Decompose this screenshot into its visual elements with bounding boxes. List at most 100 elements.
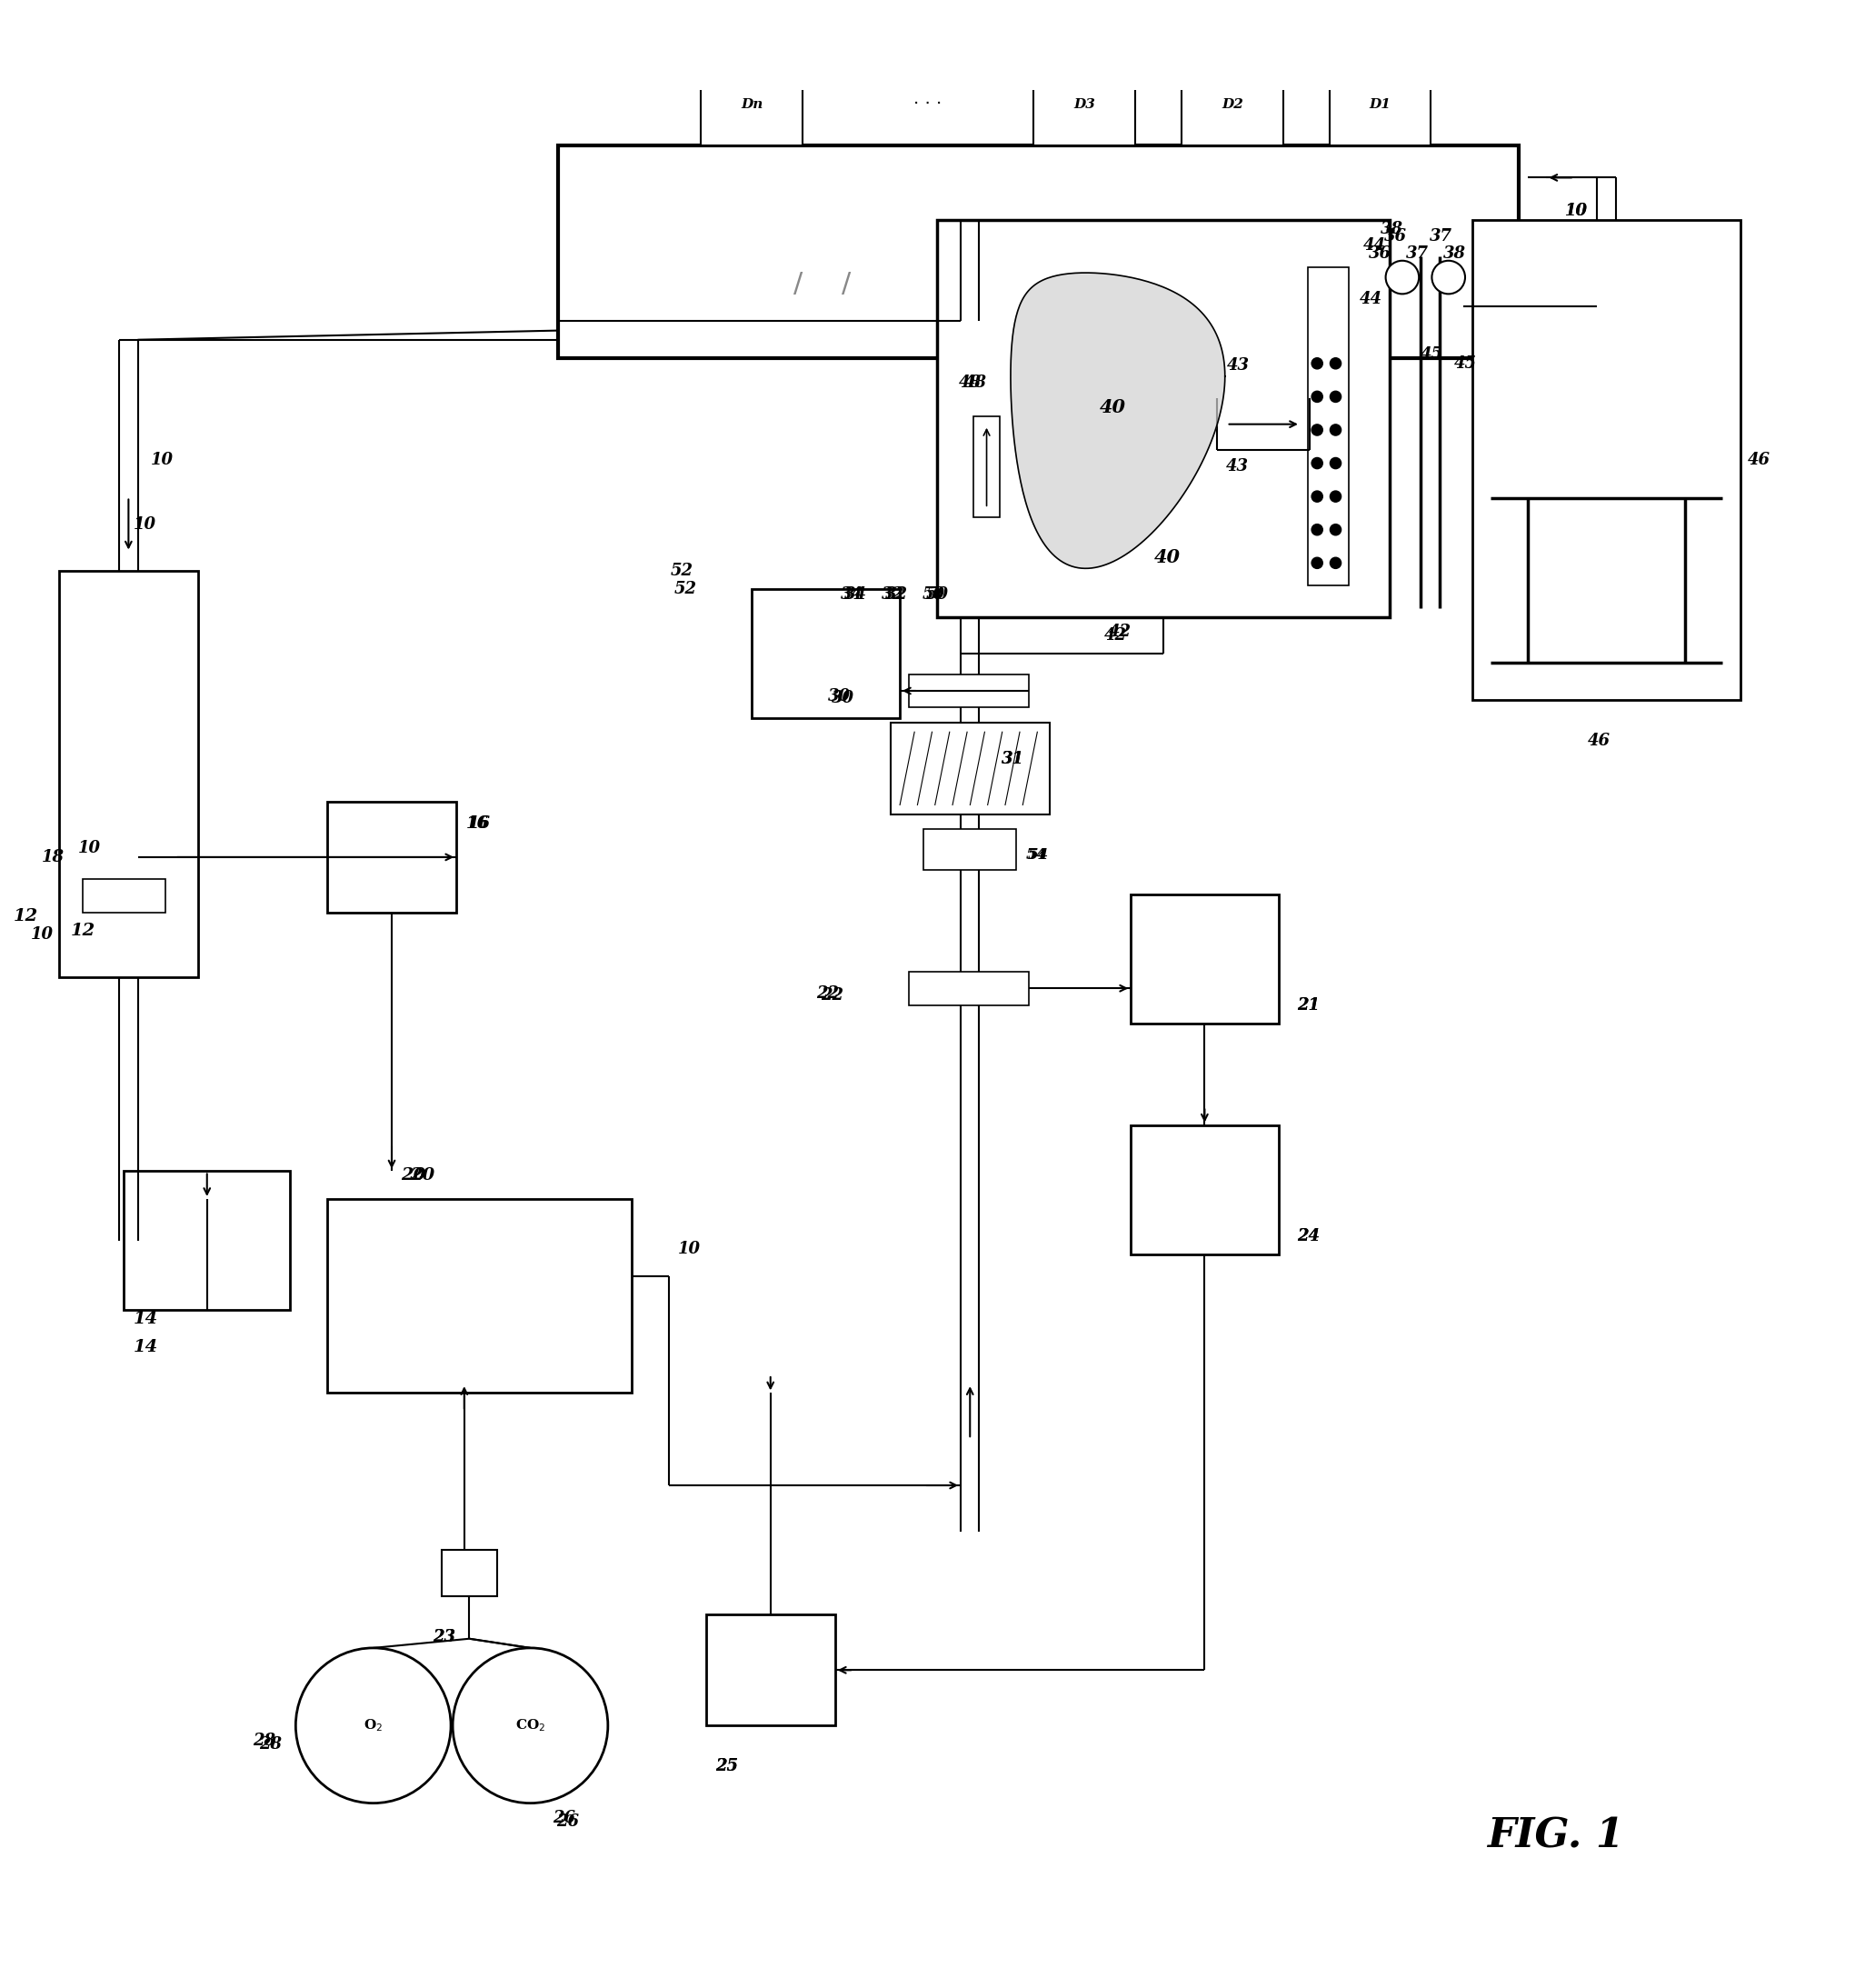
Text: FIG. 1: FIG. 1	[1488, 1817, 1625, 1857]
Text: 18: 18	[41, 849, 65, 865]
Text: 16: 16	[467, 815, 490, 833]
Text: 12: 12	[70, 922, 95, 938]
Text: CO$_2$: CO$_2$	[516, 1718, 545, 1734]
Bar	[1330, 62, 1430, 145]
Text: Dn: Dn	[740, 97, 762, 111]
Text: 38: 38	[1380, 221, 1402, 237]
Text: D2: D2	[1221, 97, 1243, 111]
Text: 24: 24	[1297, 1229, 1319, 1244]
Text: 54: 54	[1026, 847, 1046, 863]
Text: 25: 25	[714, 1757, 738, 1775]
Text: 31: 31	[1002, 751, 1024, 767]
Text: 38: 38	[1443, 245, 1465, 262]
Text: 44: 44	[1360, 290, 1382, 308]
Circle shape	[295, 1648, 451, 1803]
Bar	[558, 145, 1519, 358]
Bar	[974, 415, 1000, 517]
Circle shape	[1311, 525, 1323, 535]
Text: 16: 16	[466, 815, 488, 833]
Text: 10: 10	[679, 1241, 701, 1256]
Text: 48: 48	[965, 374, 987, 392]
Bar	[924, 829, 1017, 871]
Bar	[1033, 62, 1135, 145]
Text: 54: 54	[1028, 847, 1048, 863]
Bar	[937, 219, 1389, 616]
Text: 34: 34	[844, 586, 866, 602]
Text: 28: 28	[258, 1736, 282, 1751]
Text: 37: 37	[1406, 245, 1428, 262]
Text: 50: 50	[926, 586, 948, 602]
Text: 22: 22	[816, 986, 838, 1002]
Bar	[326, 801, 456, 912]
Bar	[1132, 895, 1278, 1024]
Bar	[909, 674, 1030, 708]
Bar	[82, 879, 165, 912]
Text: /: /	[842, 270, 851, 296]
Circle shape	[1330, 557, 1341, 569]
Text: 10: 10	[30, 926, 54, 942]
Text: 31: 31	[1002, 751, 1024, 767]
Text: 50: 50	[922, 586, 944, 602]
Text: 42: 42	[1109, 624, 1132, 640]
Text: 23: 23	[432, 1628, 454, 1644]
Circle shape	[1330, 491, 1341, 503]
Text: O$_2$: O$_2$	[364, 1718, 382, 1734]
Text: 34: 34	[840, 586, 863, 602]
Bar	[705, 1614, 835, 1726]
Text: 48: 48	[959, 374, 981, 392]
Text: 26: 26	[556, 1813, 579, 1829]
Circle shape	[1330, 423, 1341, 435]
Bar	[59, 571, 198, 978]
Bar	[751, 588, 900, 718]
Bar	[124, 1171, 289, 1310]
Text: 25: 25	[714, 1757, 738, 1775]
Bar	[701, 62, 803, 145]
Text: 21: 21	[1297, 996, 1319, 1014]
Bar	[1308, 266, 1349, 584]
Circle shape	[1330, 525, 1341, 535]
Circle shape	[1311, 358, 1323, 370]
Text: 46: 46	[1588, 732, 1610, 749]
Text: 40: 40	[1100, 398, 1126, 417]
Text: 43: 43	[1226, 457, 1248, 475]
Text: 10: 10	[134, 517, 156, 533]
Text: 32: 32	[885, 586, 907, 602]
Text: 30: 30	[831, 690, 853, 706]
Bar	[890, 722, 1050, 815]
Circle shape	[1311, 457, 1323, 469]
Text: 23: 23	[432, 1628, 454, 1644]
Text: 30: 30	[827, 688, 850, 704]
Text: 42: 42	[1104, 626, 1128, 644]
Text: 26: 26	[553, 1809, 575, 1827]
Bar	[441, 1551, 497, 1596]
Text: 44: 44	[1363, 237, 1386, 252]
Text: 52: 52	[675, 580, 697, 596]
Text: 32: 32	[881, 586, 903, 602]
Circle shape	[1330, 358, 1341, 370]
Text: D3: D3	[1074, 97, 1096, 111]
Circle shape	[1386, 260, 1419, 294]
Text: 45: 45	[1454, 356, 1477, 372]
Circle shape	[1311, 392, 1323, 402]
Text: 22: 22	[820, 988, 842, 1004]
Bar	[1132, 1125, 1278, 1254]
Text: D1: D1	[1369, 97, 1391, 111]
Circle shape	[453, 1648, 608, 1803]
Bar	[326, 1199, 633, 1394]
Bar	[1182, 62, 1284, 145]
Text: 21: 21	[1297, 996, 1319, 1014]
Text: 14: 14	[134, 1310, 158, 1328]
Text: 45: 45	[1421, 346, 1443, 362]
Bar	[1473, 219, 1740, 700]
Circle shape	[1311, 557, 1323, 569]
Text: 28: 28	[252, 1732, 276, 1749]
Bar	[909, 972, 1030, 1006]
Polygon shape	[1011, 272, 1224, 569]
Circle shape	[1330, 457, 1341, 469]
Text: 20: 20	[401, 1167, 427, 1183]
Text: 52: 52	[672, 563, 694, 579]
Text: 36: 36	[1369, 245, 1391, 262]
Circle shape	[1311, 491, 1323, 503]
Text: 36: 36	[1384, 229, 1406, 245]
Text: 12: 12	[13, 909, 37, 924]
